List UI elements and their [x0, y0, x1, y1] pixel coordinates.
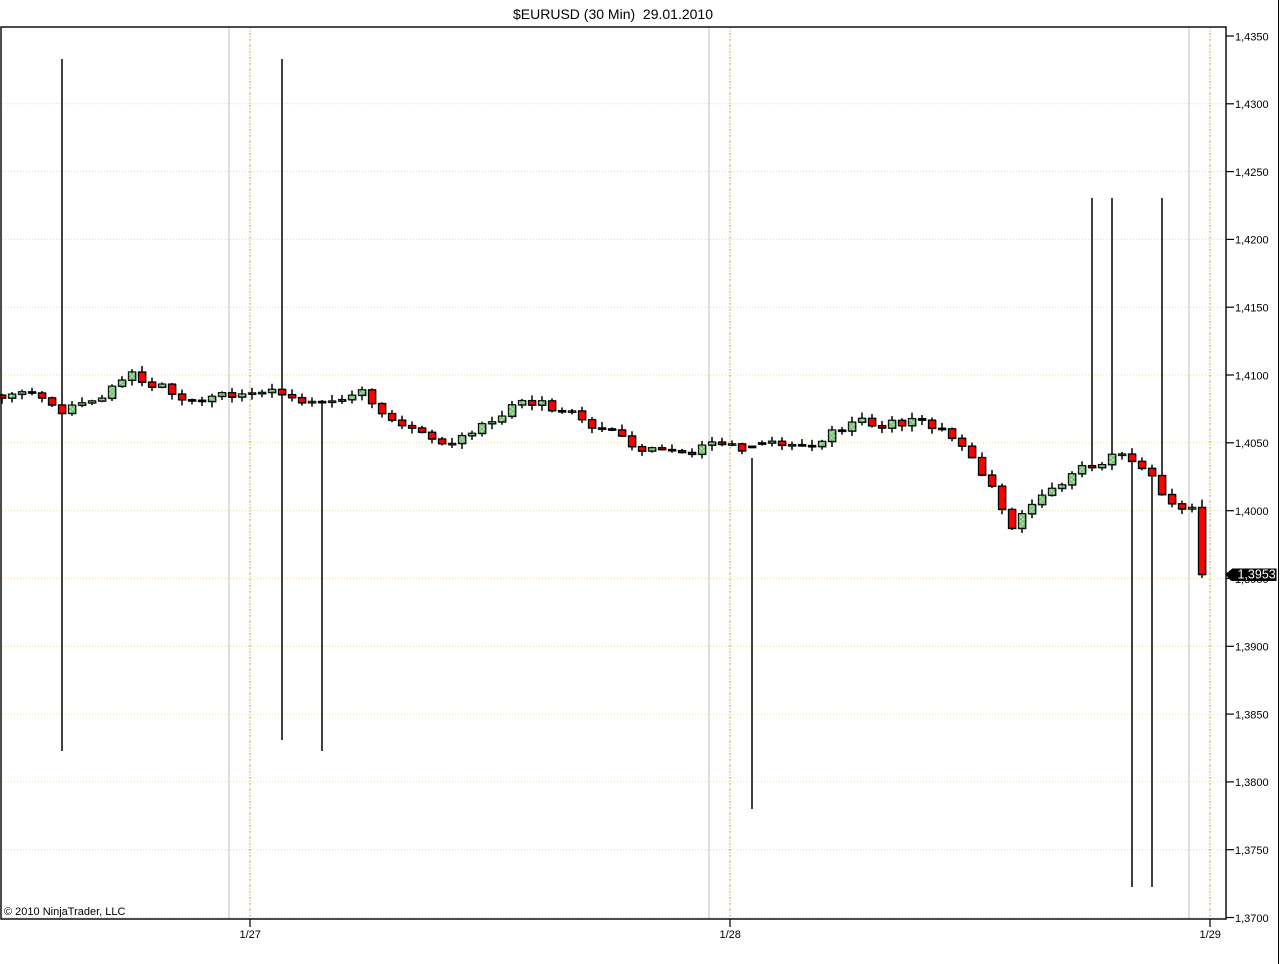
- svg-text:1/27: 1/27: [240, 929, 261, 941]
- svg-text:1,4100: 1,4100: [1235, 370, 1269, 382]
- svg-text:1,3850: 1,3850: [1235, 709, 1269, 721]
- svg-text:1,4150: 1,4150: [1235, 303, 1269, 315]
- svg-text:1,4000: 1,4000: [1235, 506, 1269, 518]
- svg-text:1,3700: 1,3700: [1235, 913, 1269, 925]
- svg-text:1,4200: 1,4200: [1235, 235, 1269, 247]
- svg-text:1,3900: 1,3900: [1235, 642, 1269, 654]
- svg-text:1,3953: 1,3953: [1238, 568, 1276, 582]
- svg-text:1/28: 1/28: [720, 929, 741, 941]
- svg-text:1/29: 1/29: [1200, 929, 1221, 941]
- svg-text:1,4050: 1,4050: [1235, 438, 1269, 450]
- svg-text:1,4250: 1,4250: [1235, 167, 1269, 179]
- svg-text:1,4300: 1,4300: [1235, 99, 1269, 111]
- svg-text:1,3750: 1,3750: [1235, 845, 1269, 857]
- svg-text:1,3800: 1,3800: [1235, 777, 1269, 789]
- svg-text:1,4350: 1,4350: [1235, 31, 1269, 43]
